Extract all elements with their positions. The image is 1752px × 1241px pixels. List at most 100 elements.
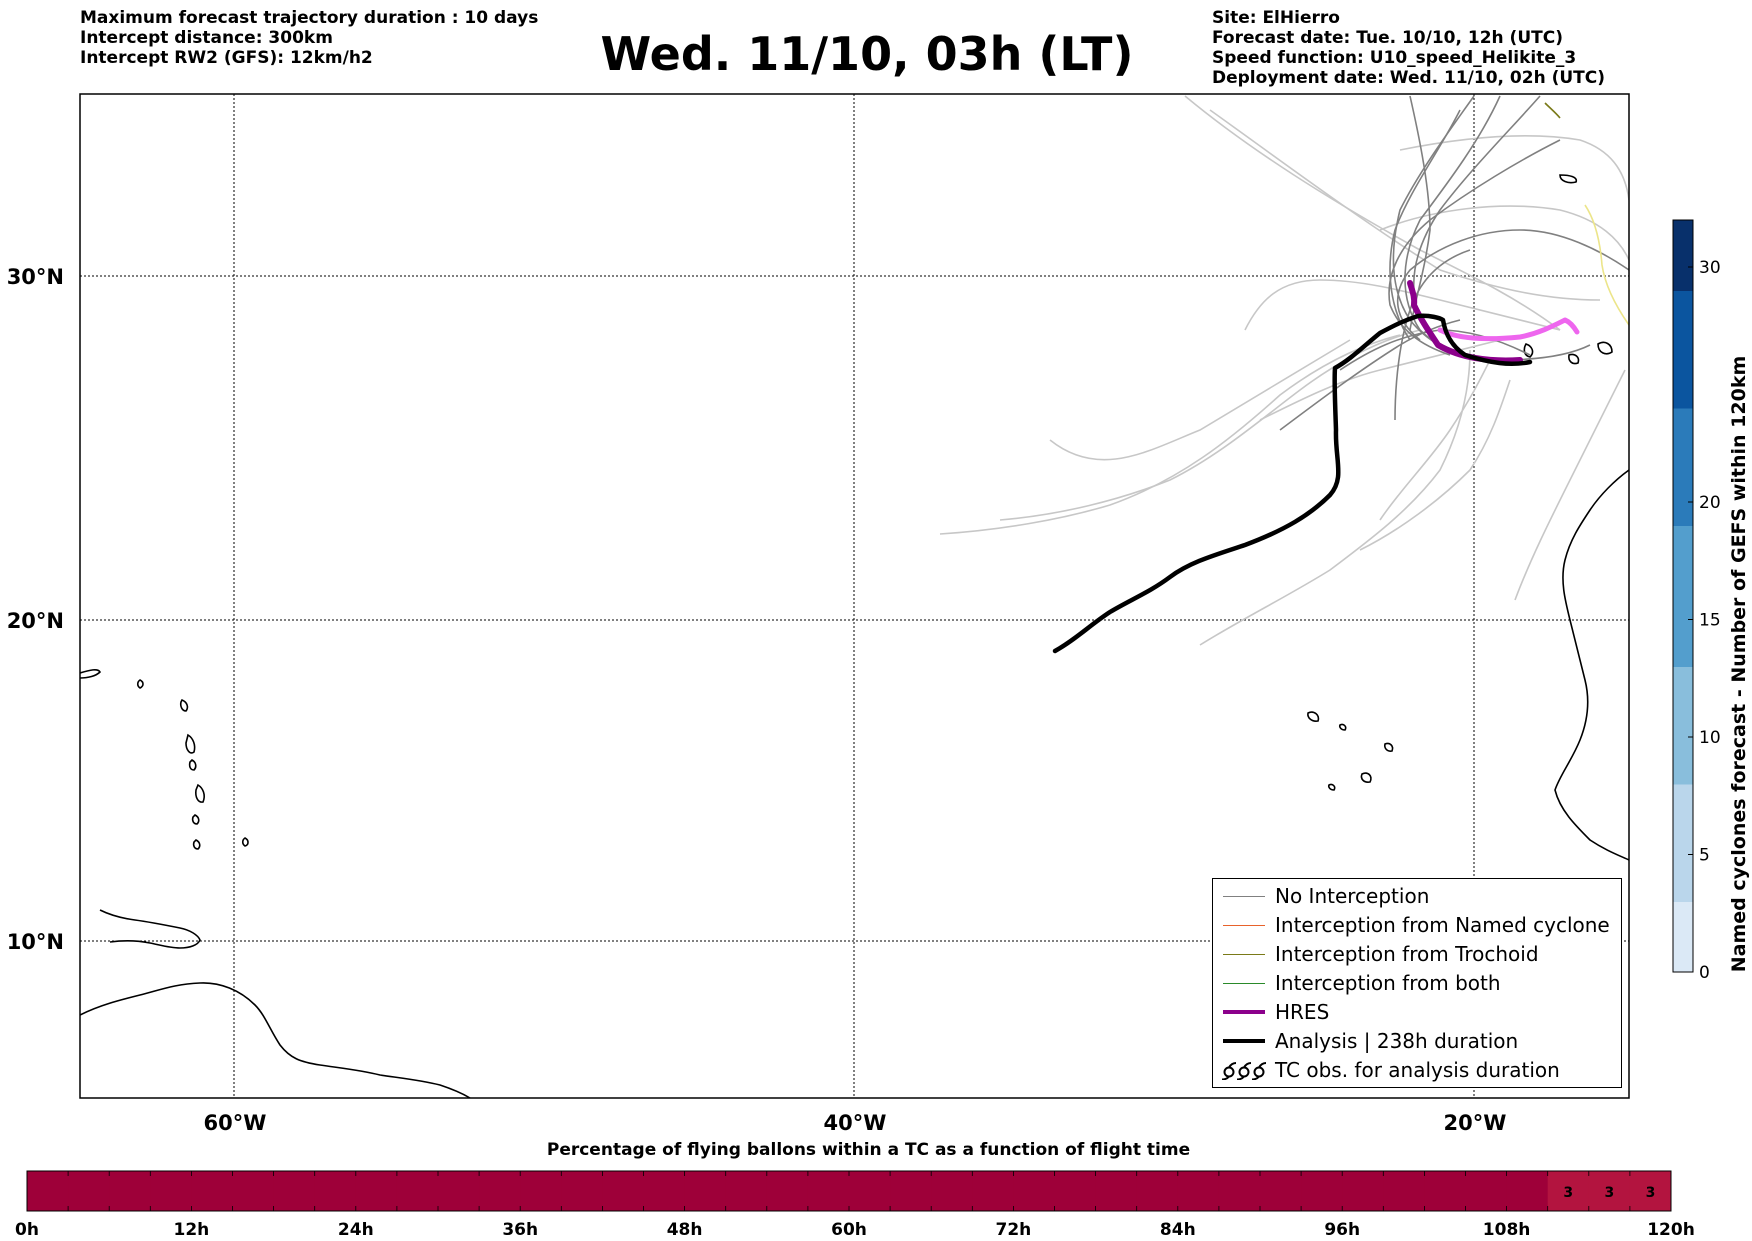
- colorbar-tick-label: 20: [1699, 493, 1721, 513]
- colorbar-segment: [1673, 737, 1693, 761]
- cyclone-colorbar: 0 5 10 15 20 30: [1672, 219, 1721, 983]
- colorbar-tick-label: 10: [1699, 728, 1721, 748]
- legend-swatch: [1223, 1010, 1265, 1014]
- flight-time-bar: 3 3 3 0h 12h 24h 36h 48h 60h 72h 84h 96h 108h 120h: [15, 1170, 1695, 1240]
- trajectory-line: [1379, 205, 1629, 261]
- madeira-island: [1559, 174, 1578, 184]
- trajectory-line: [1412, 95, 1541, 301]
- time-bar-segment: [972, 1171, 1014, 1211]
- colorbar-segment: [1673, 690, 1693, 714]
- time-bar-tick-label: 96h: [1324, 1220, 1360, 1240]
- title-text: Wed. 11/10, 03h (LT): [600, 27, 1134, 81]
- legend-swatch: [1223, 1039, 1265, 1043]
- colorbar-segment: [1673, 572, 1693, 597]
- colorbar-segment: [1673, 807, 1693, 832]
- lesser-antilles-island: [179, 698, 189, 712]
- barbados-island: [241, 837, 249, 847]
- forecast-date-text: Forecast date: Tue. 10/10, 12h (UTC): [1212, 28, 1563, 48]
- colorbar-segment: [1673, 267, 1693, 291]
- colorbar-tick-label: 0: [1699, 963, 1710, 983]
- trajectory-line: [939, 334, 1401, 535]
- map-plot-area: [80, 94, 1629, 1098]
- time-bar-segment: [1260, 1171, 1302, 1211]
- time-bar-segment: [931, 1171, 973, 1211]
- ensemble-trajectories: [939, 95, 1629, 646]
- time-bar-tick-label: 36h: [502, 1220, 538, 1240]
- colorbar-segment: [1673, 901, 1693, 926]
- lon-label-20w: 20°W: [1444, 1111, 1507, 1135]
- trajectory-line: [1279, 319, 1461, 431]
- time-bar-tick-label: 84h: [1160, 1220, 1196, 1240]
- trajectory-line: [1199, 349, 1471, 646]
- colorbar-segment: [1673, 666, 1693, 691]
- time-bar-value-label: 3: [1604, 1185, 1614, 1201]
- colorbar-tick-label: 5: [1699, 846, 1710, 866]
- time-bar-segment: [725, 1171, 768, 1211]
- lesser-antilles-island: [195, 783, 205, 803]
- time-bar-frame: [26, 1170, 1672, 1212]
- bottom-bar-title: Percentage of flying ballons within a TC…: [546, 1140, 1191, 1160]
- colorbar-segment: [1673, 502, 1693, 526]
- lon-label-40w: 40°W: [824, 1111, 887, 1135]
- speed-function-text: Speed function: U10_speed_Helikite_3: [1212, 48, 1577, 68]
- time-bar-tick-label: 60h: [831, 1220, 867, 1240]
- time-bar-segment: [1547, 1171, 1590, 1211]
- analysis-line: [1052, 313, 1533, 654]
- legend-label: Interception from both: [1275, 971, 1501, 995]
- legend-label: Analysis | 238h duration: [1275, 1029, 1519, 1053]
- map-legend: No Interception Interception from Named …: [1212, 878, 1622, 1088]
- cape-verde-island: [1338, 723, 1347, 731]
- canary-island-tenerife: [1597, 341, 1613, 355]
- legend-swatch: [1223, 954, 1265, 955]
- colorbar-segment: [1673, 760, 1693, 785]
- west-africa-coast: [1554, 469, 1629, 861]
- time-bar-segment: [232, 1171, 274, 1211]
- time-bar-tick-label: 120h: [1647, 1220, 1695, 1240]
- time-bar-segment: [314, 1171, 357, 1211]
- legend-swatch: [1223, 896, 1265, 897]
- time-bar-segment: [1095, 1171, 1138, 1211]
- time-bar-tick-label: 12h: [174, 1220, 210, 1240]
- map-frame: [79, 93, 1630, 1099]
- trajectory-line: [1389, 109, 1461, 341]
- cape-verde-island: [1307, 711, 1320, 722]
- south-america-coast: [80, 982, 471, 1098]
- time-bar-segment: [355, 1171, 398, 1211]
- legend-label: No Interception: [1275, 884, 1430, 908]
- time-bar-segment: [807, 1171, 850, 1211]
- trajectory-line: [1514, 369, 1626, 601]
- trajectory-line: [1544, 102, 1561, 119]
- trajectory-line: [1184, 95, 1561, 331]
- colorbar-label: Named cyclones forecast - Number of GEFS…: [1728, 355, 1750, 973]
- canary-island-la-palma: [1523, 343, 1534, 358]
- trajectory-line: [1049, 339, 1351, 461]
- trajectory-line: [1359, 379, 1511, 551]
- site-text: Site: ElHierro: [1212, 8, 1340, 28]
- time-bar-segment: [1054, 1171, 1096, 1211]
- time-bar-tick-label: 24h: [338, 1220, 374, 1240]
- lesser-antilles-island: [185, 733, 196, 754]
- legend-label: Interception from Trochoid: [1275, 942, 1539, 966]
- colorbar-segment: [1673, 713, 1693, 738]
- header-left-info: Maximum forecast trajectory duration : 1…: [80, 8, 538, 68]
- legend-item-tc-obs: 🌀 TC obs. for analysis duration: [1213, 1056, 1621, 1085]
- cape-verde-island: [1360, 772, 1372, 783]
- intercept-rw2-text: Intercept RW2 (GFS): 12km/h2: [80, 48, 373, 68]
- max-duration-text: Maximum forecast trajectory duration : 1…: [80, 8, 539, 28]
- time-bar-tick-label: 48h: [667, 1220, 703, 1240]
- colorbar-segment: [1673, 314, 1693, 338]
- legend-item-no-interception: No Interception: [1213, 882, 1621, 911]
- colorbar-segment: [1673, 478, 1693, 503]
- trajectory-line: [1394, 249, 1471, 421]
- colorbar-tick-label: 15: [1699, 611, 1721, 631]
- trajectory-line: [1396, 229, 1629, 341]
- legend-item-trochoid: Interception from Trochoid: [1213, 940, 1621, 969]
- trajectory-line: [1399, 135, 1629, 201]
- colorbar-segment: [1673, 525, 1693, 550]
- time-bar-segment: [561, 1171, 603, 1211]
- colorbar-segment: [1673, 455, 1693, 479]
- time-bar-segment: [849, 1171, 891, 1211]
- colorbar-segment: [1673, 220, 1693, 244]
- lat-label-20n: 20°N: [7, 609, 64, 633]
- lat-label-30n: 30°N: [7, 265, 64, 289]
